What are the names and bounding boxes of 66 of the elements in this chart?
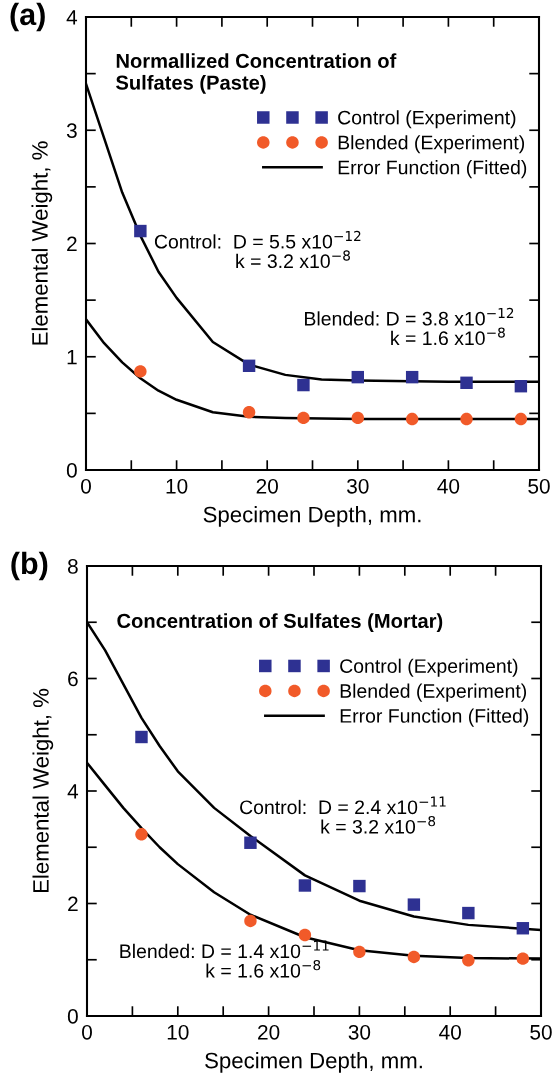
y-tick-label: 3 — [66, 123, 77, 138]
x-tick-label: 40 — [437, 478, 460, 494]
point — [353, 945, 366, 959]
y-axis-title: Elemental Weight, % — [31, 141, 53, 345]
x-tick-label: 20 — [258, 1024, 280, 1040]
point — [134, 365, 147, 378]
point — [462, 906, 475, 920]
x-tick-label: 50 — [528, 478, 550, 494]
legend-label: Control (Experiment) — [338, 110, 516, 129]
text: Normallized Concentration of Sulfates (Paste) — [116, 53, 397, 94]
x-tick-label: 30 — [348, 1024, 371, 1040]
x-tick-label: 40 — [439, 1024, 461, 1040]
legend-label: Error Function (Fitted) — [338, 160, 527, 179]
point — [353, 879, 366, 893]
annotation: Control: D = 2.4 x10$^{−11}$ k = 3.2 x10$^{−8}$ — [240, 796, 446, 834]
point — [460, 376, 473, 390]
annotation: Blended: D = 3.8 x10$^{−12}$ k = 1.6 x10$^{−8}$ — [305, 307, 514, 346]
point — [351, 411, 365, 425]
y-tick-label: 2 — [68, 896, 78, 912]
x-axis-title: Specimen Depth, mm. — [203, 506, 421, 527]
x-tick-label: 50 — [530, 1024, 552, 1040]
x-tick-label: 10 — [167, 1024, 189, 1040]
y-tick-label: 6 — [68, 671, 78, 687]
point — [242, 359, 256, 373]
x-tick-label: 20 — [256, 478, 278, 494]
legend-label: Control (Experiment) — [340, 658, 518, 677]
x-tick-label: 0 — [82, 1024, 92, 1040]
x-tick-label: 30 — [347, 478, 369, 494]
point — [514, 412, 528, 426]
y-tick-label: 8 — [67, 559, 78, 574]
y-tick-label: 4 — [66, 10, 78, 25]
point — [407, 950, 421, 964]
point — [242, 406, 256, 419]
point — [135, 828, 148, 841]
x-axis-title: Specimen Depth, mm. — [205, 1052, 422, 1073]
y-tick-label: 4 — [67, 784, 79, 799]
point — [516, 922, 530, 935]
point — [514, 379, 528, 393]
point — [297, 378, 310, 392]
point — [244, 914, 257, 928]
point — [462, 954, 475, 967]
legend-label: Blended (Experiment) — [340, 683, 527, 702]
legend-label: Blended (Experiment) — [338, 135, 525, 154]
point — [134, 224, 147, 238]
point — [516, 952, 530, 965]
point — [297, 411, 310, 425]
text: (b) — [11, 551, 48, 581]
y-tick-label: 2 — [67, 236, 77, 252]
x-tick-label: 10 — [166, 478, 188, 494]
y-tick-label: 1 — [67, 349, 77, 365]
point — [460, 412, 473, 426]
point — [405, 412, 419, 426]
x-tick-label: 0 — [81, 478, 91, 494]
point — [135, 730, 148, 744]
y-axis-title: Elemental Weight, % — [32, 688, 54, 893]
legend-label: Error Function (Fitted) — [340, 708, 529, 727]
text: Concentration of Sulfates (Mortar) — [117, 613, 443, 633]
point — [244, 836, 257, 849]
point — [405, 370, 419, 384]
y-tick-label: 0 — [66, 463, 77, 478]
point — [351, 370, 365, 384]
text: (a) — [10, 2, 45, 32]
point — [407, 898, 421, 911]
point — [298, 879, 312, 892]
y-tick-label: 0 — [67, 1009, 78, 1024]
annotation: Control: D = 5.5 x10$^{−12}$ k = 3.2 x10$^{−8}$ — [154, 230, 361, 269]
